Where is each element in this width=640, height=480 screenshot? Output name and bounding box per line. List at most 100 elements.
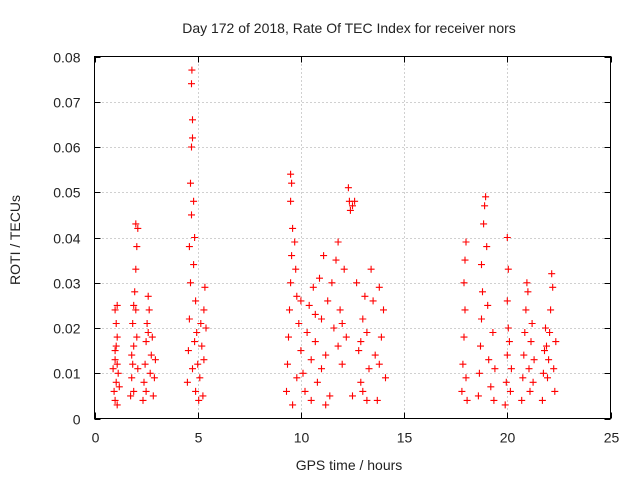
data-point <box>192 387 200 395</box>
data-point <box>521 329 529 336</box>
data-point <box>479 288 486 296</box>
data-point <box>529 378 537 386</box>
data-point <box>202 324 210 332</box>
data-point <box>190 197 198 205</box>
chart-title: Day 172 of 2018, Rate Of TEC Index for r… <box>182 20 516 36</box>
data-point <box>286 306 293 314</box>
data-point <box>523 279 531 287</box>
data-point <box>481 202 489 210</box>
data-point <box>482 193 490 201</box>
data-point <box>288 179 296 187</box>
data-point <box>115 383 123 391</box>
x-tick-label: 20 <box>500 430 516 446</box>
x-tick-label: 5 <box>195 430 203 446</box>
data-point <box>351 197 359 205</box>
data-point <box>359 387 367 395</box>
data-point <box>544 374 551 382</box>
data-point <box>371 351 379 359</box>
data-point <box>301 387 309 395</box>
data-point <box>127 392 135 400</box>
data-point <box>139 396 147 404</box>
data-point <box>198 342 206 350</box>
data-point <box>503 234 511 241</box>
data-point <box>291 238 299 246</box>
data-point <box>524 288 532 296</box>
data-point <box>349 202 356 210</box>
data-point <box>526 387 534 395</box>
data-point <box>503 297 511 305</box>
data-point <box>459 360 467 368</box>
data-point <box>113 360 121 368</box>
data-point <box>548 270 556 278</box>
data-point <box>552 338 560 346</box>
data-point <box>334 342 342 350</box>
data-point <box>193 329 201 336</box>
data-point <box>330 324 338 332</box>
data-point <box>142 338 150 346</box>
data-point <box>322 351 330 359</box>
data-point <box>522 306 530 314</box>
data-point <box>503 351 511 359</box>
data-point <box>183 378 191 386</box>
data-point <box>353 279 361 287</box>
y-axis-label: ROTI / TECUs <box>7 195 23 285</box>
data-point <box>134 224 142 232</box>
data-point <box>505 338 513 346</box>
data-point <box>112 378 120 386</box>
data-point <box>355 347 363 355</box>
data-point <box>338 320 346 327</box>
data-point <box>490 396 498 404</box>
data-point <box>525 365 533 373</box>
data-point <box>357 338 365 346</box>
y-tick-label: 0.05 <box>53 185 80 201</box>
data-point <box>185 243 193 251</box>
data-point <box>185 315 193 323</box>
data-point <box>113 333 121 341</box>
data-points <box>109 66 560 409</box>
data-point <box>132 306 140 314</box>
data-point <box>530 356 538 364</box>
data-point <box>375 283 383 291</box>
data-point <box>140 378 148 386</box>
data-point <box>307 396 315 404</box>
data-point <box>546 329 554 336</box>
data-point <box>111 356 119 364</box>
data-point <box>297 347 305 355</box>
data-point <box>129 320 137 327</box>
data-point <box>504 265 512 273</box>
data-point <box>305 301 313 309</box>
data-point <box>197 320 205 327</box>
data-point <box>538 396 546 404</box>
data-point <box>299 369 307 377</box>
data-point <box>461 256 469 264</box>
data-point <box>363 329 371 336</box>
data-point <box>527 338 535 346</box>
data-point <box>192 297 200 305</box>
y-tick-label: 0.07 <box>53 95 80 111</box>
data-point <box>478 315 485 323</box>
data-point <box>318 315 325 323</box>
y-tick-label: 0.01 <box>53 366 80 382</box>
data-point <box>151 356 159 364</box>
data-point <box>200 356 208 364</box>
data-point <box>292 265 300 273</box>
data-point <box>142 387 150 395</box>
data-point <box>147 351 155 359</box>
data-point <box>141 360 149 368</box>
data-point <box>184 347 192 355</box>
data-point <box>367 265 375 273</box>
axis-ticks <box>94 56 612 420</box>
data-point <box>539 369 547 377</box>
data-point <box>133 243 141 251</box>
data-point <box>504 324 512 332</box>
data-point <box>342 333 350 341</box>
data-point <box>460 333 468 341</box>
data-point <box>144 329 152 336</box>
data-point <box>520 351 528 359</box>
data-point <box>148 333 156 341</box>
plot-frame <box>94 56 611 419</box>
data-point <box>189 116 196 124</box>
data-point <box>489 329 497 336</box>
data-point <box>340 265 348 273</box>
